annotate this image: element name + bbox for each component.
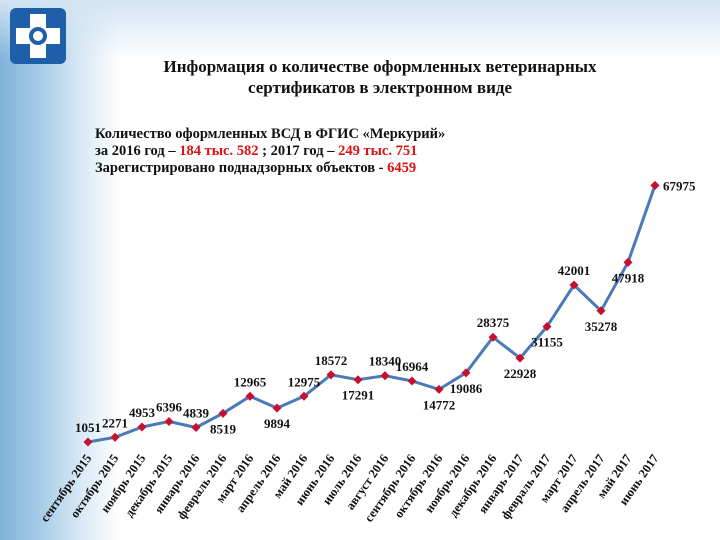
data-point (650, 180, 660, 190)
data-label: 18340 (369, 354, 402, 369)
info-line-3: Зарегистрировано поднадзорных объектов -… (95, 160, 555, 177)
data-point (83, 437, 93, 447)
page-title-line-1: Информация о количестве оформленных вете… (163, 57, 597, 76)
info-value-2016: 184 тыс. 582 (179, 143, 259, 159)
data-label: 14772 (423, 397, 456, 412)
data-label: 31155 (531, 335, 563, 350)
data-label: 9894 (264, 416, 291, 431)
data-label: 19086 (450, 381, 483, 396)
data-label: 17291 (342, 388, 375, 403)
background-gradient-left (0, 0, 120, 540)
data-label: 12975 (288, 374, 321, 389)
data-label: 1051 (75, 420, 101, 435)
data-label: 35278 (585, 319, 618, 334)
data-point (164, 416, 174, 427)
data-label: 28375 (477, 315, 510, 330)
data-label: 8519 (210, 421, 237, 436)
page-title: Информация о количестве оформленных вете… (80, 56, 680, 98)
data-point (272, 403, 282, 413)
data-label: 4953 (129, 405, 156, 420)
data-point (110, 432, 120, 442)
data-point (569, 280, 579, 290)
data-label: 42001 (558, 263, 591, 278)
data-label: 2271 (102, 415, 128, 430)
data-label: 67975 (663, 178, 696, 193)
info-value-2017: 249 тыс. 751 (338, 143, 418, 159)
data-label: 6396 (156, 399, 183, 414)
info-line-2-prefix: за 2016 год – (95, 143, 180, 159)
data-label: 22928 (504, 366, 537, 381)
data-point (218, 408, 228, 418)
info-objects-count: 6459 (387, 160, 417, 176)
data-point (245, 391, 255, 401)
background-gradient-top (0, 0, 720, 60)
data-point (407, 376, 417, 386)
data-label: 18572 (315, 353, 348, 368)
data-label: 16964 (396, 359, 429, 374)
data-point (353, 375, 363, 385)
veterinary-emblem-icon (10, 8, 66, 64)
data-label: 47918 (612, 270, 645, 285)
data-label: 4839 (183, 405, 210, 420)
info-line-2: за 2016 год – 184 тыс. 582 ; 2017 год – … (95, 143, 555, 160)
series-line (87, 184, 657, 444)
info-line-2-middle: ; 2017 год – (258, 143, 339, 159)
data-label: 12965 (234, 374, 267, 389)
page-title-line-2: сертификатов в электронном виде (247, 78, 513, 97)
data-point (137, 422, 147, 432)
info-block: Количество оформленных ВСД в ФГИС «Мерку… (95, 126, 555, 177)
info-line-3-prefix: Зарегистрировано поднадзорных объектов - (95, 160, 388, 176)
info-line-1: Количество оформленных ВСД в ФГИС «Мерку… (95, 126, 446, 142)
data-point (380, 371, 390, 381)
data-point (191, 422, 201, 432)
